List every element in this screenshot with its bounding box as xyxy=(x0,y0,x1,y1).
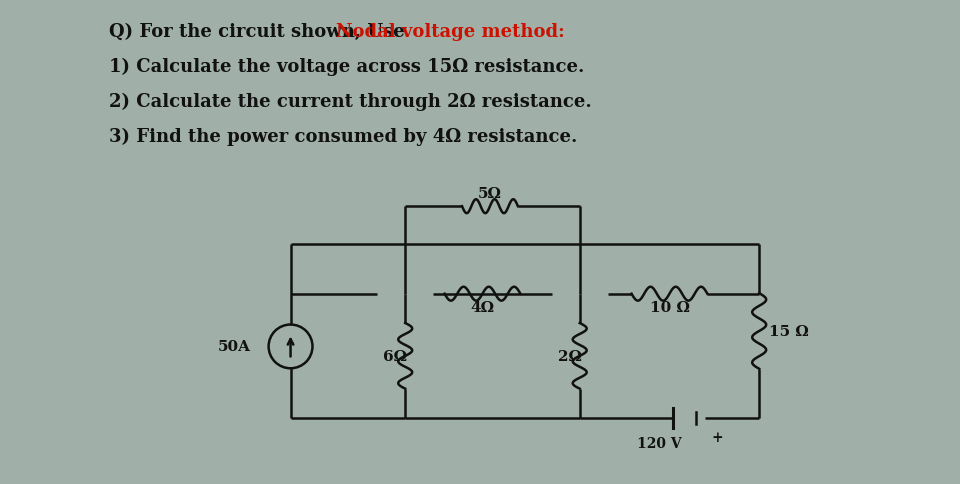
Text: 6Ω: 6Ω xyxy=(383,349,407,363)
Text: +: + xyxy=(711,430,723,444)
Text: 10 Ω: 10 Ω xyxy=(650,300,689,314)
Text: 50A: 50A xyxy=(218,340,251,354)
Text: 5Ω: 5Ω xyxy=(478,187,502,201)
Text: 4Ω: 4Ω xyxy=(470,300,494,314)
Text: Q) For the circuit shown, Use: Q) For the circuit shown, Use xyxy=(109,23,411,41)
Text: 3) Find the power consumed by 4Ω resistance.: 3) Find the power consumed by 4Ω resista… xyxy=(109,127,578,146)
Text: 1) Calculate the voltage across 15Ω resistance.: 1) Calculate the voltage across 15Ω resi… xyxy=(109,58,585,76)
Text: 15 Ω: 15 Ω xyxy=(769,324,809,338)
Text: Nodal voltage method:: Nodal voltage method: xyxy=(336,23,565,41)
Text: 2Ω: 2Ω xyxy=(558,349,582,363)
Text: 120 V: 120 V xyxy=(637,436,682,450)
Text: 2) Calculate the current through 2Ω resistance.: 2) Calculate the current through 2Ω resi… xyxy=(109,92,591,111)
